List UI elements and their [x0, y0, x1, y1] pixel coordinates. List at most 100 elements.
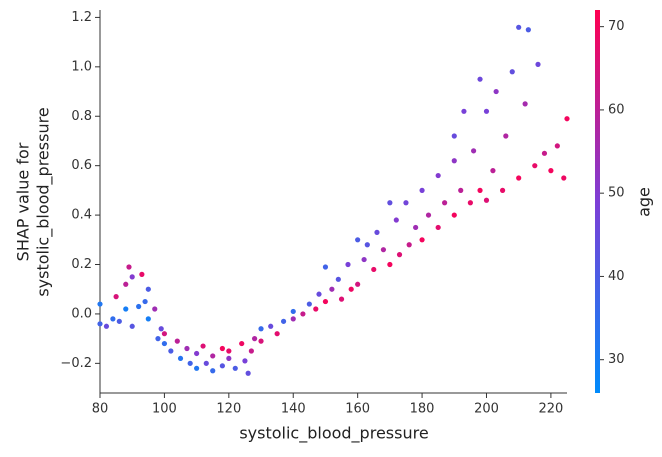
- point: [245, 370, 251, 376]
- point: [451, 158, 457, 164]
- point: [290, 316, 296, 322]
- point: [174, 338, 180, 344]
- y-label: systolic_blood_pressure: [34, 107, 54, 296]
- point: [306, 301, 312, 307]
- point: [374, 229, 380, 235]
- colorbar-tick-label: 60: [608, 102, 625, 117]
- point: [355, 281, 361, 287]
- point: [403, 200, 409, 206]
- point: [419, 237, 425, 243]
- point: [290, 308, 296, 315]
- point: [335, 276, 341, 282]
- point: [226, 355, 232, 362]
- x-tick-label: 80: [92, 402, 109, 417]
- point: [461, 108, 467, 114]
- point: [123, 281, 129, 287]
- point: [268, 323, 274, 329]
- point: [483, 197, 490, 203]
- point: [348, 286, 354, 292]
- point: [194, 365, 200, 371]
- point: [516, 175, 522, 181]
- y-tick-label: 0.4: [71, 208, 92, 223]
- y-tick-label: −0.2: [60, 356, 92, 371]
- point: [345, 261, 351, 268]
- point: [161, 331, 168, 337]
- x-tick-label: 160: [345, 402, 370, 417]
- point: [203, 360, 209, 366]
- point: [458, 187, 464, 193]
- point: [451, 133, 457, 139]
- colorbar-tick-label: 50: [608, 186, 625, 201]
- point: [161, 340, 168, 347]
- point: [477, 76, 483, 82]
- point: [158, 326, 164, 332]
- point: [210, 368, 216, 374]
- point: [145, 286, 151, 292]
- point: [393, 217, 399, 223]
- y-tick-label: 0.8: [71, 109, 92, 124]
- point: [516, 24, 522, 30]
- x-label: systolic_blood_pressure: [239, 424, 428, 444]
- point: [477, 187, 483, 193]
- point: [355, 237, 361, 243]
- point: [525, 27, 531, 33]
- point: [110, 316, 116, 322]
- point: [242, 358, 248, 364]
- point: [129, 274, 135, 280]
- point: [142, 298, 148, 305]
- point: [226, 348, 232, 354]
- point: [509, 69, 515, 75]
- point: [435, 224, 441, 231]
- y-tick-label: 0.0: [71, 306, 92, 321]
- point: [387, 261, 393, 268]
- point: [380, 247, 387, 253]
- point: [371, 266, 377, 273]
- point: [251, 336, 258, 342]
- point: [548, 168, 554, 174]
- point: [535, 61, 541, 67]
- point: [239, 340, 245, 347]
- point: [129, 323, 135, 329]
- point: [139, 271, 145, 277]
- y-tick-label: 0.2: [71, 257, 92, 272]
- point: [113, 294, 119, 300]
- point: [554, 143, 560, 149]
- point: [248, 348, 254, 354]
- point: [361, 256, 367, 263]
- point: [413, 224, 419, 231]
- x-tick-label: 120: [216, 402, 241, 417]
- point: [442, 200, 448, 206]
- point: [396, 252, 403, 258]
- x-tick-label: 100: [152, 402, 177, 417]
- point: [522, 101, 528, 107]
- point: [280, 318, 287, 324]
- point: [219, 363, 225, 369]
- point: [184, 345, 190, 352]
- y-tick-label: 1.2: [71, 10, 92, 25]
- point: [187, 360, 193, 366]
- point: [177, 355, 184, 362]
- point: [387, 200, 393, 206]
- point: [467, 200, 473, 206]
- point: [329, 286, 335, 292]
- point: [322, 264, 329, 270]
- colorbar-tick-label: 30: [608, 352, 625, 367]
- point: [232, 365, 238, 371]
- point: [499, 187, 506, 193]
- point: [532, 163, 538, 169]
- point: [168, 348, 174, 354]
- point: [300, 311, 306, 317]
- point: [541, 150, 548, 156]
- x-tick-label: 140: [281, 402, 306, 417]
- y-tick-label: 1.0: [71, 59, 92, 74]
- colorbar: [595, 10, 600, 393]
- point: [210, 353, 216, 359]
- point: [97, 301, 103, 307]
- point: [471, 148, 477, 154]
- point: [152, 306, 158, 312]
- point: [503, 133, 509, 139]
- point: [561, 175, 567, 181]
- point: [194, 350, 200, 357]
- point: [490, 168, 496, 174]
- point: [364, 242, 370, 248]
